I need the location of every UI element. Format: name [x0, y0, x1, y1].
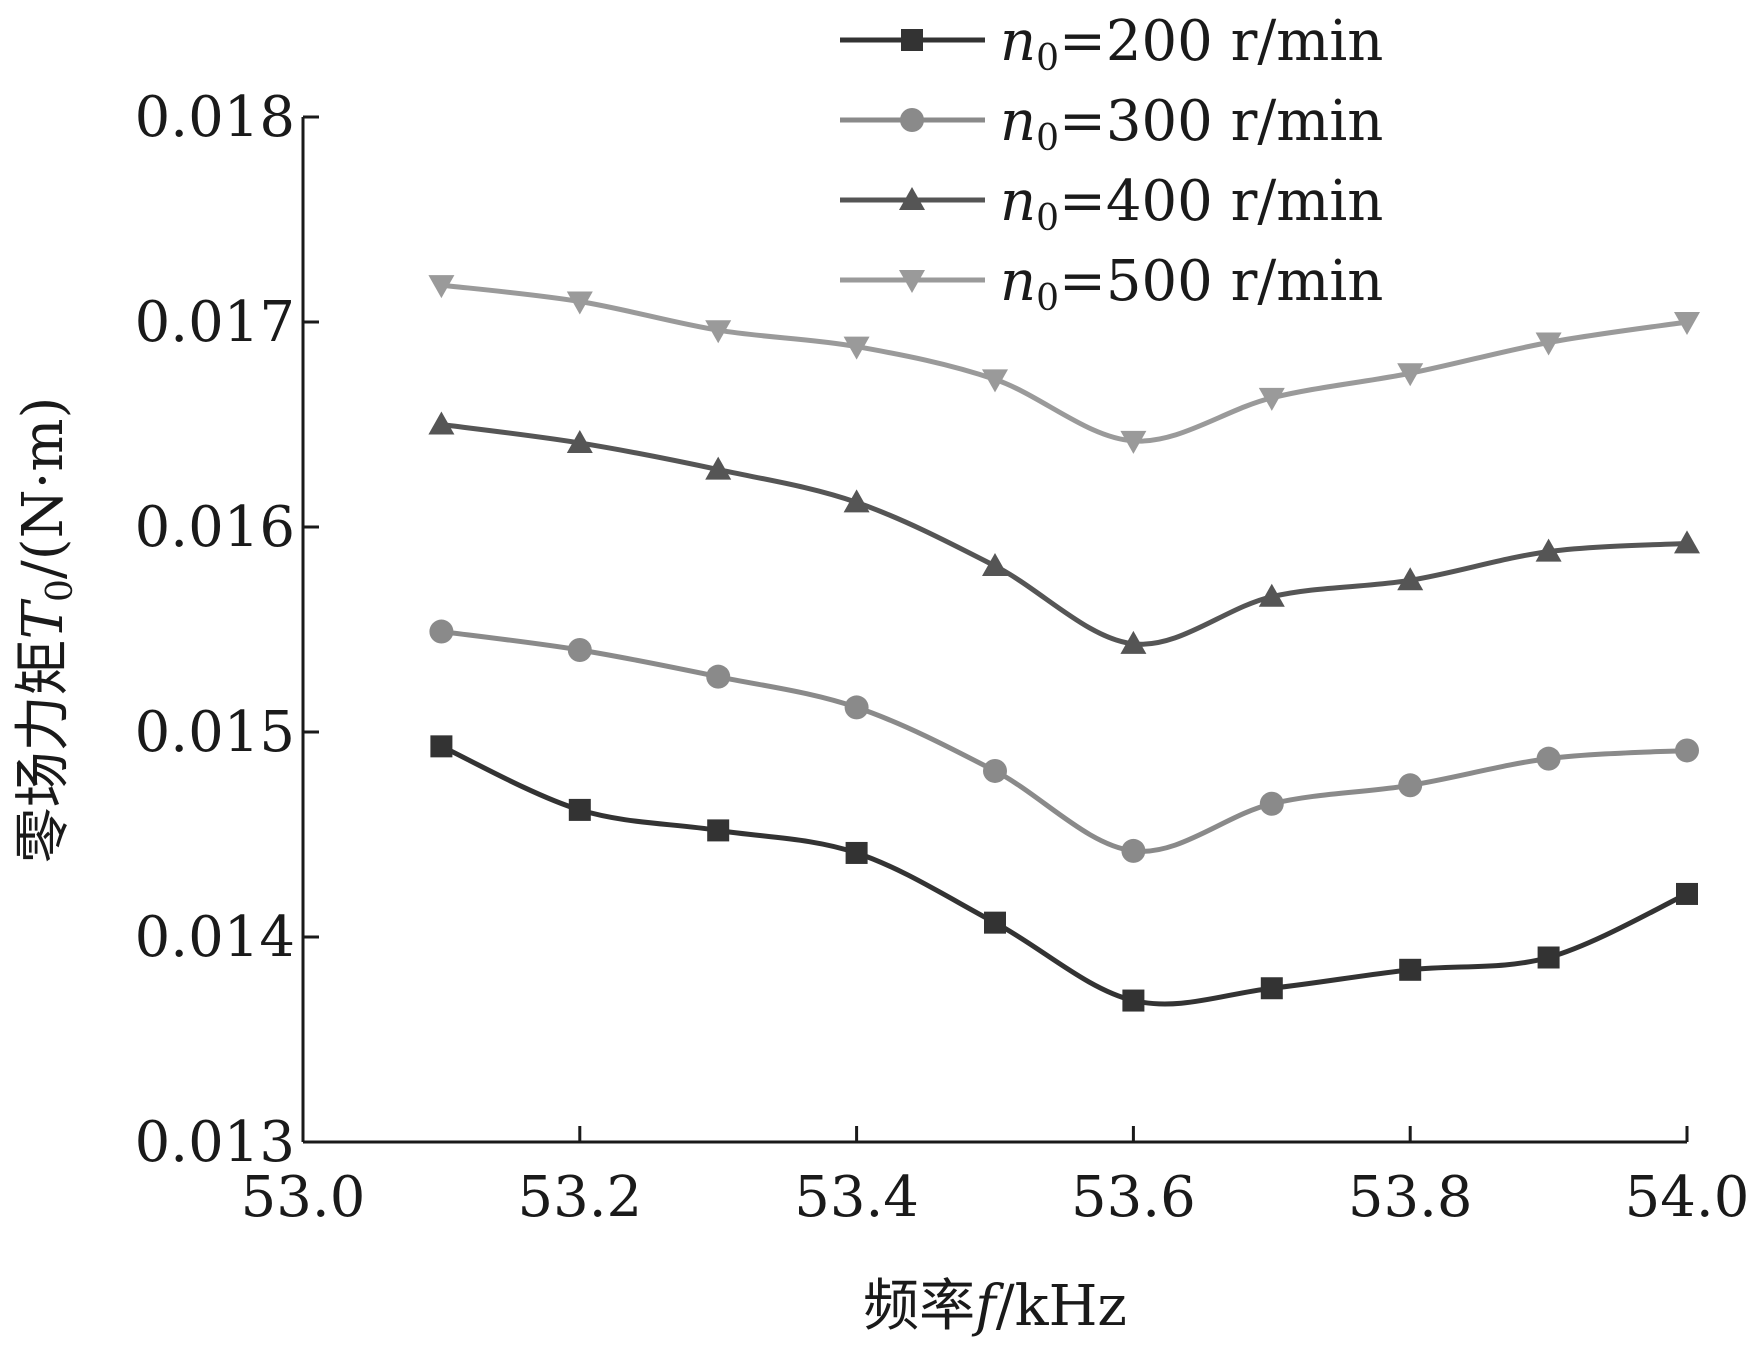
series-1-point-8 — [1536, 746, 1561, 771]
series-3 — [428, 275, 1700, 454]
legend-subscript-2: 0 — [1036, 198, 1059, 239]
series-1-point-9 — [1675, 738, 1699, 763]
series-3-point-5 — [1120, 430, 1147, 454]
series-0-point-7 — [1399, 958, 1422, 981]
series-1-point-1 — [567, 638, 592, 662]
legend-subscript-3: 0 — [1036, 278, 1059, 319]
y-axis-title: 零场力矩T0/(N·m) — [11, 397, 81, 864]
series-2-point-3 — [843, 489, 870, 513]
y-tick-label-1: 0.014 — [135, 905, 295, 970]
y-axis-title-unit: /(N·m) — [11, 397, 76, 579]
series-0-point-3 — [845, 841, 868, 864]
legend-value-0: =200 r/min — [1059, 9, 1383, 74]
series-0-point-0 — [430, 735, 453, 758]
series-3-point-8 — [1535, 332, 1562, 356]
series-2-point-6 — [1258, 583, 1285, 607]
x-tick-label-0: 53.0 — [241, 1165, 366, 1230]
y-tick-label-2: 0.015 — [135, 700, 295, 765]
series-1-point-4 — [983, 758, 1007, 783]
x-tick-label-3: 53.6 — [1071, 1165, 1196, 1230]
series-1-point-2 — [706, 664, 731, 689]
series-layer — [428, 275, 1700, 1012]
legend-label-0: n0=200 r/min — [1000, 9, 1383, 79]
series-3-point-7 — [1397, 363, 1424, 387]
legend-marker-0 — [901, 29, 923, 51]
legend-marker-2 — [899, 187, 925, 210]
series-1-point-0 — [429, 619, 454, 644]
x-tick-label-2: 53.4 — [794, 1165, 919, 1230]
series-0-point-1 — [568, 798, 591, 821]
series-3-point-9 — [1674, 312, 1700, 335]
series-2-point-2 — [705, 456, 732, 480]
series-0-point-8 — [1537, 946, 1560, 969]
series-0-line — [440, 744, 1689, 1007]
series-1-point-3 — [844, 695, 869, 720]
series-3-point-3 — [843, 336, 870, 360]
legend-symbol-3: n — [1000, 249, 1036, 314]
x-axis-title-unit: /kHz — [996, 1274, 1127, 1339]
series-2-point-7 — [1397, 567, 1424, 591]
series-1-point-6 — [1259, 791, 1284, 816]
series-2-line — [441, 422, 1688, 647]
series-3-line — [441, 282, 1688, 444]
legend-label-2: n0=400 r/min — [1000, 169, 1383, 239]
series-3-point-4 — [982, 369, 1008, 393]
legend-marker-3 — [899, 270, 925, 293]
x-axis-title: 频率f/kHz — [863, 1274, 1127, 1339]
x-axis-title-prefix: 频率 — [863, 1274, 975, 1339]
y-tick-label-0: 0.013 — [135, 1110, 295, 1175]
y-ticks: 0.013 0.014 0.015 0.016 0.017 0.018 — [135, 85, 319, 1175]
series-0-point-2 — [707, 819, 730, 842]
legend-symbol-1: n — [1000, 89, 1036, 154]
series-3-point-6 — [1258, 387, 1285, 411]
x-tick-label-1: 53.2 — [517, 1165, 642, 1230]
series-2-point-1 — [566, 429, 593, 453]
legend-value-1: =300 r/min — [1059, 89, 1383, 154]
y-axis-title-prefix: 零场力矩 — [11, 639, 76, 863]
x-tick-label-4: 53.8 — [1348, 1165, 1473, 1230]
x-tick-label-5: 54.0 — [1625, 1165, 1750, 1230]
series-2-point-0 — [428, 411, 455, 435]
series-2 — [428, 411, 1700, 654]
series-0-point-6 — [1260, 977, 1283, 1000]
y-tick-label-4: 0.017 — [135, 290, 295, 355]
legend-symbol-2: n — [1000, 169, 1036, 234]
legend-symbol-0: n — [1000, 9, 1036, 74]
series-1-point-7 — [1398, 773, 1423, 798]
chart-axes — [301, 117, 1687, 1144]
legend-value-2: =400 r/min — [1059, 169, 1383, 234]
legend-marker-1 — [900, 108, 924, 132]
legend-value-3: =500 r/min — [1059, 249, 1383, 314]
series-2-point-8 — [1535, 538, 1562, 562]
y-tick-label-5: 0.018 — [135, 85, 295, 150]
series-0 — [430, 735, 1698, 1012]
series-1-line — [441, 629, 1688, 854]
series-2-point-5 — [1120, 630, 1147, 654]
legend-subscript-1: 0 — [1036, 118, 1059, 159]
legend-label-1: n0=300 r/min — [1000, 89, 1383, 159]
series-1-point-5 — [1121, 838, 1146, 863]
legend-label-3: n0=500 r/min — [1000, 249, 1383, 319]
x-ticks: 53.0 53.2 53.4 53.6 53.8 54.0 — [241, 1126, 1750, 1230]
series-1 — [429, 619, 1699, 863]
y-tick-label-3: 0.016 — [135, 495, 295, 560]
series-2-point-4 — [982, 552, 1008, 576]
series-3-point-2 — [705, 320, 732, 344]
series-2-point-9 — [1674, 530, 1700, 554]
series-0-point-4 — [984, 911, 1006, 934]
series-0-point-5 — [1122, 989, 1145, 1012]
y-axis-title-symbol: T — [11, 598, 76, 639]
y-axis-title-subscript: 0 — [40, 579, 81, 602]
series-0-point-9 — [1676, 882, 1698, 905]
series-3-point-0 — [428, 275, 455, 299]
legend-subscript-0: 0 — [1036, 38, 1059, 79]
series-3-point-1 — [566, 291, 593, 315]
